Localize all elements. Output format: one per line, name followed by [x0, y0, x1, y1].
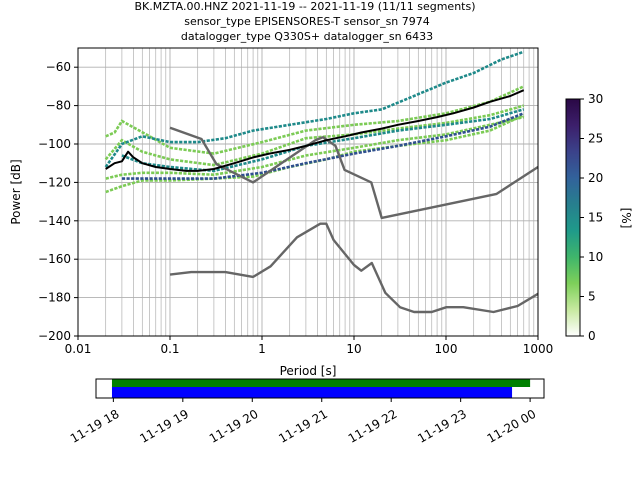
colorbar-ticks: 0 5 10 15 20 25 30	[580, 92, 603, 343]
timeline-tick-label: 11-19 22	[346, 407, 400, 446]
x-tick-label: 100	[435, 342, 458, 356]
y-tick-label: −60	[46, 60, 71, 74]
colorbar-tick-label: 0	[588, 329, 596, 343]
colorbar-tick-label: 20	[588, 171, 603, 185]
y-tick-label: −100	[38, 137, 71, 151]
colorbar-tick-label: 25	[588, 132, 603, 146]
grid-lines	[77, 48, 538, 337]
timeline-tick-label: 11-19 23	[415, 407, 469, 446]
y-axis-label: Power [dB]	[9, 159, 23, 224]
low_noise_model-line	[169, 222, 539, 314]
chart-title-line-3: datalogger_type Q330S+ datalogger_sn 643…	[181, 30, 433, 43]
y-tick-label: −200	[38, 329, 71, 343]
timeline-frame	[95, 378, 545, 399]
timeline-tick-label: 11-19 19	[137, 407, 191, 446]
y-axis-ticks: −60 −80 −100 −120 −140 −160 −180 −200	[38, 60, 78, 343]
data_available-bar	[111, 379, 531, 387]
x-tick-label: 0.1	[160, 342, 179, 356]
psd-band-2	[105, 85, 525, 155]
x-tick-label: 1	[258, 342, 266, 356]
timeline-tick-label: 11-19 20	[207, 407, 261, 446]
psd-density-bands	[104, 50, 525, 194]
colorbar-tick-label: 5	[588, 290, 596, 304]
x-tick-label: 1000	[523, 342, 554, 356]
segment-timeline	[111, 379, 531, 398]
timeline-tick-label: 11-20 00	[485, 407, 539, 446]
colorbar-tick-label: 10	[588, 250, 603, 264]
y-tick-label: −180	[38, 291, 71, 305]
colorbar-label: [%]	[619, 208, 633, 229]
mode-line	[105, 89, 525, 172]
plot-frame	[77, 47, 539, 337]
colorbar-tick-label: 15	[588, 211, 603, 225]
x-tick-label: 10	[346, 342, 361, 356]
x-axis-label: Period [s]	[280, 364, 337, 378]
psd-band-4	[104, 50, 525, 168]
y-tick-label: −80	[46, 99, 71, 113]
y-tick-label: −160	[38, 252, 71, 266]
timeline-ticks: 11-19 18 11-19 19 11-19 20 11-19 21 11-19 22…	[68, 398, 538, 446]
timeline-tick-label: 11-19 18	[68, 407, 122, 446]
x-tick-label: 0.01	[65, 342, 92, 356]
psd-band-6	[121, 112, 525, 180]
chart-title-line-2: sensor_type EPISENSORES-T sensor_sn 7974	[184, 15, 430, 28]
psd-band-0	[104, 104, 525, 167]
y-tick-label: −140	[38, 214, 71, 228]
colorbar-tick-label: 30	[588, 92, 603, 106]
high_noise_model-line	[169, 126, 539, 220]
chart-title-line-1: BK.MZTA.00.HNZ 2021-11-19 -- 2021-11-19 …	[134, 0, 475, 13]
x-axis-ticks: 0.01 0.1 1 10 100 1000	[65, 336, 554, 356]
noise-model-lines	[105, 89, 539, 314]
timeline-tick-label: 11-19 21	[276, 407, 330, 446]
psd_segments-bar	[111, 387, 513, 398]
y-tick-label: −120	[38, 175, 71, 189]
colorbar	[565, 98, 581, 337]
